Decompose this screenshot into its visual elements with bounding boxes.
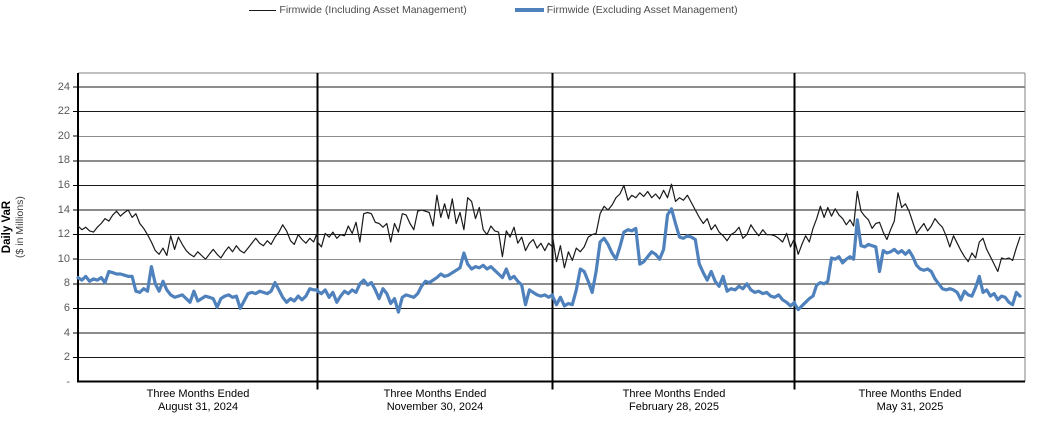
series-line-including-am [77,183,1021,273]
y-tick-label: 18 [57,154,70,167]
legend-label-including: Firmwide (Including Asset Management) [279,4,467,16]
y-tick-label: 2 [63,351,70,364]
legend-item-excluding: Firmwide (Excluding Asset Management) [514,4,738,16]
y-tick-label: 22 [57,105,70,118]
legend-label-excluding: Firmwide (Excluding Asset Management) [546,4,738,16]
x-axis-label: Three Months Ended August 31, 2024 [146,388,250,413]
y-tick-label: 24 [57,80,70,93]
x-axis-label: Three Months Ended May 31, 2025 [858,388,962,413]
series-line-excluding-am [76,207,1022,314]
y-tick-label: 8 [63,277,70,290]
legend-line-sample-including [249,9,277,11]
x-axis-label: Three Months Ended November 30, 2024 [383,388,487,413]
y-tick-label: 14 [57,203,70,216]
y-tick-label: 16 [57,178,70,191]
y-tick-label: - [66,375,70,388]
legend-item-including: Firmwide (Including Asset Management) [249,4,467,16]
y-tick-label: 10 [57,252,70,265]
legend: Firmwide (Including Asset Management) Fi… [0,4,1015,16]
y-tick-label: 12 [57,228,70,241]
y-tick-label: 20 [57,129,70,142]
y-tick-label: 4 [63,326,70,339]
x-axis-label: Three Months Ended February 28, 2025 [622,388,726,413]
legend-line-sample-excluding [514,8,544,12]
y-tick-label: 6 [63,301,70,314]
